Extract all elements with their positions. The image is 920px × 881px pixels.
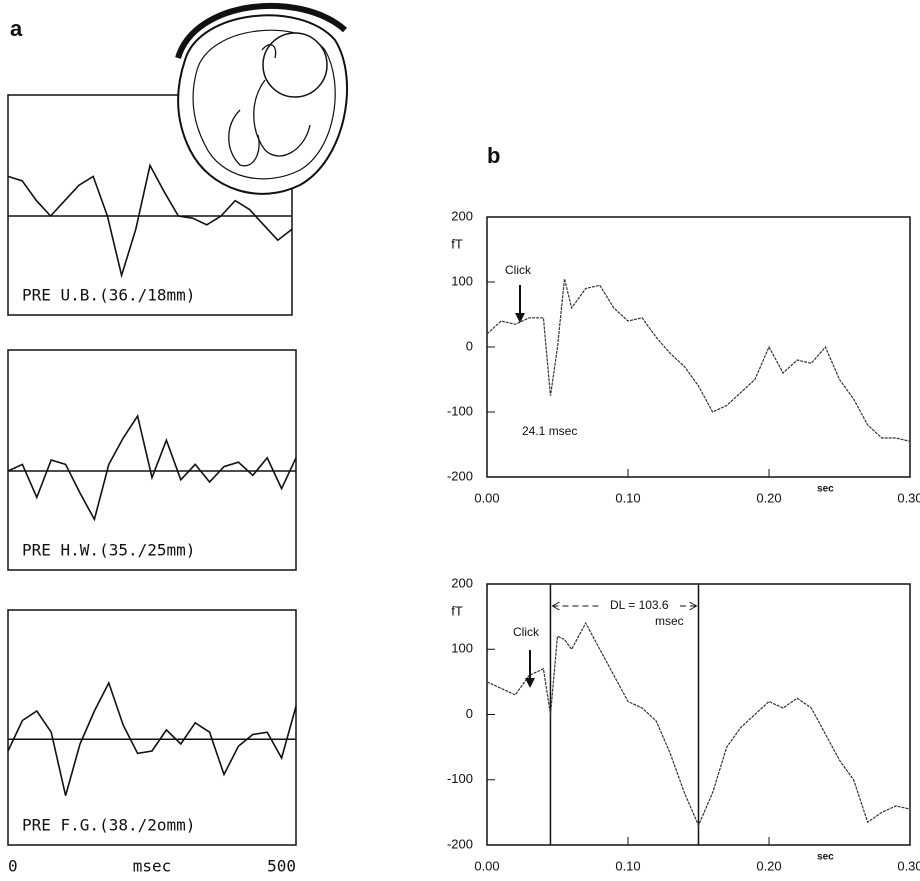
x-tick-label: 0.10 [615,858,640,873]
y-tick-label: 0 [466,706,473,721]
y-axis-label: fT [451,603,463,618]
y-tick-label: 200 [451,208,473,223]
y-tick-label: 100 [451,641,473,656]
x-axis-label: msec [133,857,172,876]
x-tick-label: 0.30 [897,858,920,873]
y-tick-label: -200 [447,468,473,483]
x-axis-label: sec [817,484,834,495]
waveform [486,621,911,827]
label-backdrop [14,538,290,564]
y-tick-label: 100 [451,273,473,288]
y-tick-label: -100 [447,403,473,418]
annotation: msec [655,614,684,628]
annotation: Click [505,263,532,277]
y-tick-label: 0 [466,338,473,353]
annotation: DL = 103.6 [610,598,669,612]
y-tick-label: -200 [447,836,473,851]
annotation: Click [513,625,540,639]
click-arrowhead [515,313,525,323]
plot-frame [7,94,293,316]
annotation: 24.1 msec [522,424,577,438]
panel-label: b [487,143,500,168]
click-arrowhead [525,678,535,688]
x-tick-label: 0.00 [474,490,499,505]
plot-frame [7,349,297,571]
fetus-illustration [175,2,348,195]
label-backdrop [14,813,290,839]
x-tick-label: 0.20 [756,490,781,505]
x-tick-label: 0.10 [615,490,640,505]
x-tick-label: 0.30 [897,490,920,505]
dl-arrowhead [689,601,698,611]
x-tick-label: 0.20 [756,858,781,873]
x-tick-label: 0 [8,857,18,876]
y-tick-label: 200 [451,575,473,590]
trace-label: PRE H.W.(35./25mm) [22,541,195,560]
panel-label: a [10,16,23,41]
y-tick-label: -100 [447,771,473,786]
dl-arrowhead [551,601,560,611]
x-tick-label: 0.00 [474,858,499,873]
waveform [7,163,293,279]
x-axis-label: sec [817,852,834,863]
y-axis-label: fT [451,236,463,251]
label-backdrop [14,283,286,309]
plot-frame [7,609,297,846]
trace-label: PRE F.G.(38./2omm) [22,816,195,835]
trace-label: PRE U.B.(36./18mm) [22,286,195,305]
waveform [486,278,911,442]
waveform [7,680,297,796]
x-tick-label: 500 [267,857,296,876]
waveform [7,413,297,522]
